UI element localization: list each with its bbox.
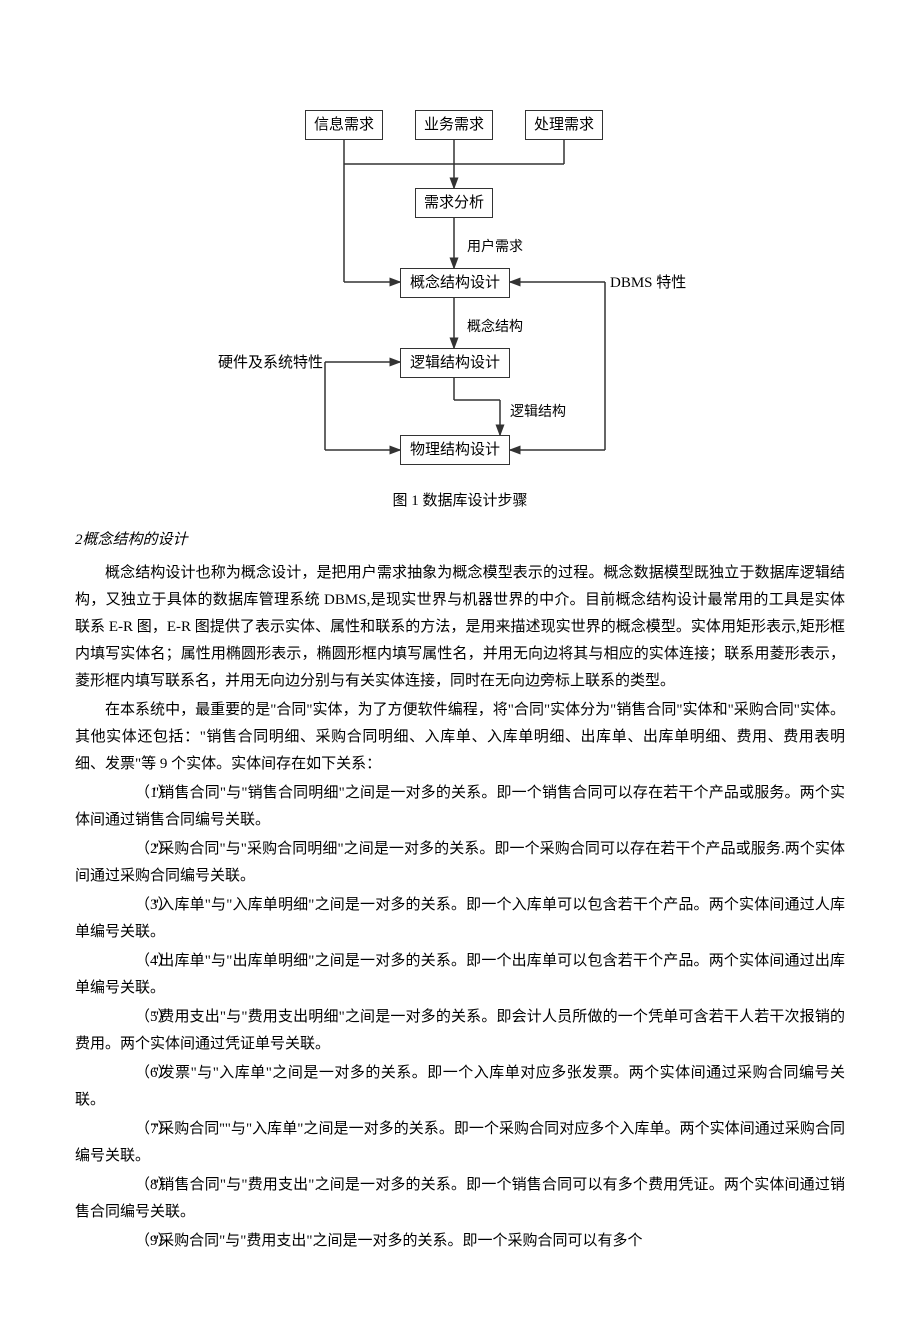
edge-label-concept: 概念结构 — [467, 315, 523, 340]
flowchart-diagram: 信息需求 业务需求 处理需求 需求分析 概念结构设计 逻辑结构设计 物理结构设计… — [200, 100, 720, 480]
item-num: （5） — [105, 1004, 153, 1031]
item-text: "费用支出"与"费用支出明细"之间是一对多的关系。即会计人员所做的一个凭单可含若… — [75, 1009, 845, 1052]
node-info-req: 信息需求 — [305, 110, 383, 140]
node-logic-design: 逻辑结构设计 — [400, 348, 510, 378]
list-item: （8）"销售合同"与"费用支出"之间是一对多的关系。即一个销售合同可以有多个费用… — [75, 1172, 845, 1226]
item-text: "出库单"与"出库单明细"之间是一对多的关系。即一个出库单可以包含若干个产品。两… — [75, 953, 845, 996]
node-req-analysis: 需求分析 — [415, 188, 493, 218]
item-text: "销售合同"与"费用支出"之间是一对多的关系。即一个销售合同可以有多个费用凭证。… — [75, 1177, 845, 1220]
item-num: （1） — [105, 780, 153, 807]
node-concept-design: 概念结构设计 — [400, 268, 510, 298]
item-text: "采购合同"与"费用支出"之间是一对多的关系。即一个采购合同可以有多个 — [153, 1233, 643, 1249]
node-proc-req: 处理需求 — [525, 110, 603, 140]
node-label: 物理结构设计 — [410, 437, 500, 464]
edge-text: 概念结构 — [467, 320, 523, 335]
edge-label-user-req: 用户需求 — [467, 235, 523, 260]
item-num: （3） — [105, 892, 153, 919]
item-num: （8） — [105, 1172, 153, 1199]
node-biz-req: 业务需求 — [415, 110, 493, 140]
node-label: 业务需求 — [424, 112, 484, 139]
node-label: 信息需求 — [314, 112, 374, 139]
diagram-container: 信息需求 业务需求 处理需求 需求分析 概念结构设计 逻辑结构设计 物理结构设计… — [75, 100, 845, 480]
item-num: （2） — [105, 836, 153, 863]
paragraph: 概念结构设计也称为概念设计，是把用户需求抽象为概念模型表示的过程。概念数据模型既… — [75, 560, 845, 695]
node-label: 逻辑结构设计 — [410, 350, 500, 377]
item-text: "发票"与"入库单"之间是一对多的关系。即一个入库单对应多张发票。两个实体间通过… — [75, 1065, 845, 1108]
list-item: （5）"费用支出"与"费用支出明细"之间是一对多的关系。即会计人员所做的一个凭单… — [75, 1004, 845, 1058]
item-text: "入库单"与"入库单明细"之间是一对多的关系。即一个入库单可以包含若干个产品。两… — [75, 897, 845, 940]
node-physical-design: 物理结构设计 — [400, 435, 510, 465]
list-item: （7）"采购合同''"与"入库单"之间是一对多的关系。即一个采购合同对应多个入库… — [75, 1116, 845, 1170]
list-item: （1）"销售合同"与"销售合同明细"之间是一对多的关系。即一个销售合同可以存在若… — [75, 780, 845, 834]
item-text: "采购合同"与"采购合同明细"之间是一对多的关系。即一个采购合同可以存在若干个产… — [75, 841, 845, 884]
side-text: DBMS 特性 — [610, 275, 686, 291]
side-text: 硬件及系统特性 — [218, 355, 323, 371]
list-item: （6）"发票"与"入库单"之间是一对多的关系。即一个入库单对应多张发票。两个实体… — [75, 1060, 845, 1114]
list-item: （3）"入库单"与"入库单明细"之间是一对多的关系。即一个入库单可以包含若干个产… — [75, 892, 845, 946]
item-text: "采购合同''"与"入库单"之间是一对多的关系。即一个采购合同对应多个入库单。两… — [75, 1121, 845, 1164]
item-num: （6） — [105, 1060, 153, 1087]
edge-label-logic: 逻辑结构 — [510, 400, 566, 425]
node-label: 概念结构设计 — [410, 270, 500, 297]
section-title: 2概念结构的设计 — [75, 527, 845, 554]
item-num: （4） — [105, 948, 153, 975]
list-item: （4）"出库单"与"出库单明细"之间是一对多的关系。即一个出库单可以包含若干个产… — [75, 948, 845, 1002]
item-num: （9） — [105, 1228, 153, 1255]
side-label-dbms: DBMS 特性 — [610, 270, 686, 297]
node-label: 处理需求 — [534, 112, 594, 139]
list-item: （9）"采购合同"与"费用支出"之间是一对多的关系。即一个采购合同可以有多个 — [75, 1228, 845, 1255]
figure-caption: 图 1 数据库设计步骤 — [75, 488, 845, 515]
edge-text: 用户需求 — [467, 240, 523, 255]
item-num: （7） — [105, 1116, 153, 1143]
paragraph: 在本系统中，最重要的是"合同"实体，为了方便软件编程，将"合同"实体分为"销售合… — [75, 697, 845, 778]
item-text: "销售合同"与"销售合同明细"之间是一对多的关系。即一个销售合同可以存在若干个产… — [75, 785, 845, 828]
list-item: （2）"采购合同"与"采购合同明细"之间是一对多的关系。即一个采购合同可以存在若… — [75, 836, 845, 890]
edge-text: 逻辑结构 — [510, 405, 566, 420]
side-label-hw: 硬件及系统特性 — [218, 350, 323, 377]
node-label: 需求分析 — [424, 190, 484, 217]
